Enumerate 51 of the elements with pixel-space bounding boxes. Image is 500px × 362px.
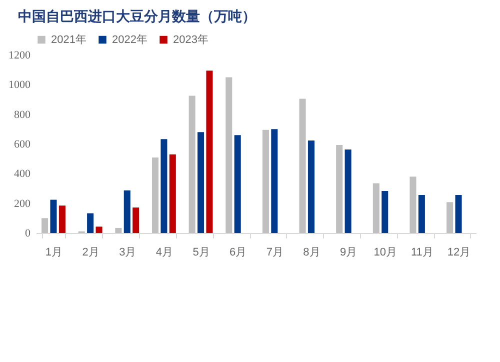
x-tick-label: 8月 xyxy=(303,246,320,258)
bar xyxy=(188,96,196,233)
y-tick-label: 1200 xyxy=(8,50,31,62)
bar xyxy=(308,140,314,233)
bar xyxy=(206,70,213,233)
bar xyxy=(226,77,232,233)
legend-label: 2021年 xyxy=(51,34,86,46)
bar xyxy=(234,135,241,233)
y-tick-label: 400 xyxy=(14,168,31,180)
bar xyxy=(198,132,204,233)
bar xyxy=(299,98,306,233)
bar xyxy=(382,191,388,233)
bar xyxy=(42,218,48,233)
x-tick-label: 10月 xyxy=(374,246,397,258)
chart-title: 中国自巴西进口大豆分月数量（万吨） xyxy=(18,9,256,25)
bar xyxy=(115,228,122,233)
legend-label: 2022年 xyxy=(112,34,148,46)
bar xyxy=(124,190,130,233)
y-tick-label: 800 xyxy=(14,108,31,121)
bar xyxy=(344,149,352,233)
x-tick-label: 12月 xyxy=(447,246,471,258)
bar xyxy=(418,195,425,233)
x-tick-label: 7月 xyxy=(266,246,284,258)
bar xyxy=(372,183,380,233)
bar xyxy=(336,145,343,233)
y-tick-label: 1000 xyxy=(8,79,31,92)
bar xyxy=(169,154,176,233)
bar xyxy=(87,213,94,233)
y-tick-label: 200 xyxy=(14,198,31,210)
y-tick-label: 0 xyxy=(25,228,31,240)
bar xyxy=(58,206,66,233)
bar xyxy=(446,202,454,233)
bar xyxy=(410,176,416,233)
x-tick-label: 6月 xyxy=(230,246,247,258)
bar xyxy=(271,129,278,233)
x-tick-label: 5月 xyxy=(192,246,210,258)
bar xyxy=(96,226,102,233)
bar xyxy=(132,207,140,233)
x-tick-label: 11月 xyxy=(410,246,434,258)
bar xyxy=(152,158,159,233)
bar xyxy=(160,139,168,233)
x-tick-label: 3月 xyxy=(119,246,136,258)
x-tick-label: 1月 xyxy=(45,246,63,258)
x-tick-label: 9月 xyxy=(340,246,358,258)
legend-label: 2023年 xyxy=(173,34,208,46)
bar xyxy=(455,195,462,233)
bar xyxy=(50,200,57,233)
y-tick-label: 600 xyxy=(14,138,31,150)
x-tick-label: 4月 xyxy=(156,246,174,258)
bar xyxy=(262,130,269,233)
x-tick-label: 2月 xyxy=(82,246,100,258)
